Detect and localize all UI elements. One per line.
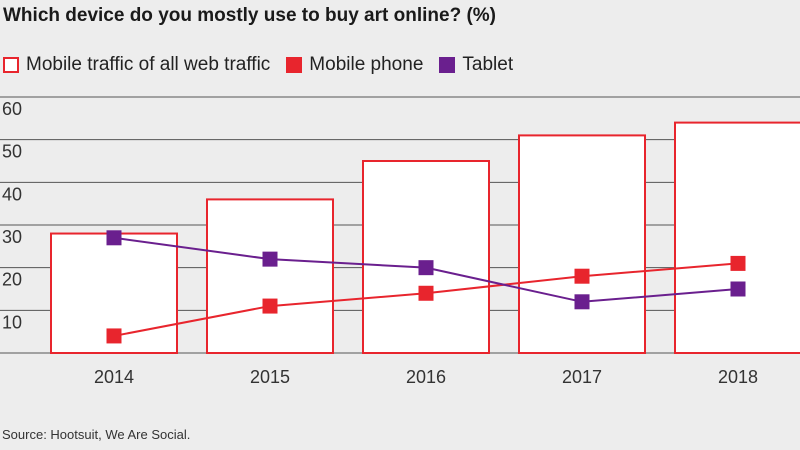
legend-item-tablet: Tablet [439, 54, 513, 76]
legend-label-mobile-phone: Mobile phone [309, 54, 424, 75]
marker-tablet [262, 251, 278, 267]
y-axis-ticks: 60 50 40 30 20 10 [2, 99, 22, 332]
legend-swatch-purple-square-icon [439, 57, 456, 73]
marker-mobile-phone [106, 328, 122, 344]
chart-title: Which device do you mostly use to buy ar… [3, 5, 496, 26]
marker-tablet [106, 230, 122, 246]
x-tick-label: 2018 [718, 367, 758, 387]
legend-swatch-outline-icon [3, 57, 19, 73]
x-tick-label: 2017 [562, 367, 602, 387]
bar-mobile-traffic [206, 198, 334, 354]
marker-mobile-phone [262, 298, 278, 314]
legend-item-mobile-traffic: Mobile traffic of all web traffic [3, 54, 270, 76]
marker-mobile-phone [574, 268, 590, 284]
bar-mobile-traffic [362, 160, 490, 354]
bar-mobile-traffic [674, 121, 800, 354]
marker-tablet [574, 294, 590, 310]
legend: Mobile traffic of all web traffic Mobile… [3, 54, 529, 76]
legend-swatch-red-square-icon [286, 57, 303, 73]
bars [50, 121, 800, 355]
x-axis-ticks: 2014 2015 2016 2017 2018 [94, 367, 758, 387]
bar-mobile-traffic [518, 134, 646, 354]
y-tick-label: 60 [2, 99, 22, 119]
source-note: Source: Hootsuit, We Are Social. [2, 427, 191, 442]
y-tick-label: 20 [2, 270, 22, 290]
x-tick-label: 2014 [94, 367, 134, 387]
y-tick-label: 50 [2, 142, 22, 162]
marker-mobile-phone [418, 285, 434, 301]
marker-tablet [730, 281, 746, 297]
x-tick-label: 2016 [406, 367, 446, 387]
legend-label-mobile-traffic: Mobile traffic of all web traffic [26, 54, 271, 75]
x-tick-label: 2015 [250, 367, 290, 387]
legend-label-tablet: Tablet [462, 54, 514, 75]
y-tick-label: 40 [2, 184, 22, 204]
legend-item-mobile-phone: Mobile phone [286, 54, 423, 76]
y-tick-label: 10 [2, 312, 22, 332]
markers [106, 230, 746, 344]
y-tick-label: 30 [2, 227, 22, 247]
marker-tablet [418, 260, 434, 276]
marker-mobile-phone [730, 255, 746, 271]
